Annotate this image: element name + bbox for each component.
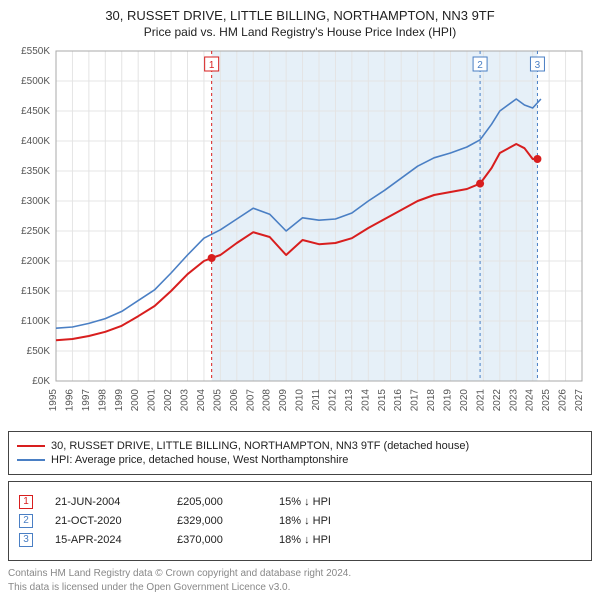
svg-text:2011: 2011	[311, 389, 322, 411]
svg-text:£250K: £250K	[21, 226, 50, 237]
sale-price: £329,000	[177, 515, 257, 527]
svg-text:2005: 2005	[212, 389, 223, 412]
svg-text:2010: 2010	[295, 389, 306, 412]
sale-marker: 2	[19, 514, 33, 528]
svg-text:2001: 2001	[147, 389, 158, 412]
sale-date: 21-OCT-2020	[55, 515, 155, 527]
svg-text:2009: 2009	[278, 389, 289, 412]
title-main: 30, RUSSET DRIVE, LITTLE BILLING, NORTHA…	[8, 8, 592, 23]
legend-row: 30, RUSSET DRIVE, LITTLE BILLING, NORTHA…	[17, 440, 583, 452]
sale-diff: 18% ↓ HPI	[279, 534, 379, 546]
svg-text:2003: 2003	[180, 389, 191, 412]
legend-label: 30, RUSSET DRIVE, LITTLE BILLING, NORTHA…	[51, 440, 469, 452]
svg-text:£550K: £550K	[21, 46, 50, 57]
legend-row: HPI: Average price, detached house, West…	[17, 454, 583, 466]
svg-text:2000: 2000	[130, 389, 141, 412]
svg-text:2016: 2016	[393, 389, 404, 412]
svg-text:£300K: £300K	[21, 196, 50, 207]
svg-text:1996: 1996	[64, 389, 75, 412]
legend-swatch	[17, 445, 45, 447]
svg-text:2020: 2020	[459, 389, 470, 412]
chart-svg: £0K £50K £100K £150K £200K £250K £300K £350K £40…	[8, 45, 592, 425]
legend: 30, RUSSET DRIVE, LITTLE BILLING, NORTHA…	[8, 431, 592, 475]
svg-text:£50K: £50K	[27, 346, 51, 357]
svg-text:2: 2	[477, 60, 483, 71]
svg-text:2002: 2002	[163, 389, 174, 412]
svg-text:2007: 2007	[245, 389, 256, 412]
sales-table: 1 21-JUN-2004 £205,000 15% ↓ HPI 2 21-OCT-202…	[8, 481, 592, 561]
sales-row: 1 21-JUN-2004 £205,000 15% ↓ HPI	[19, 495, 581, 509]
svg-text:£200K: £200K	[21, 256, 50, 267]
svg-text:2019: 2019	[443, 389, 454, 412]
titles: 30, RUSSET DRIVE, LITTLE BILLING, NORTHA…	[8, 8, 592, 39]
sales-row: 3 15-APR-2024 £370,000 18% ↓ HPI	[19, 533, 581, 547]
sale-price: £370,000	[177, 534, 257, 546]
svg-text:£450K: £450K	[21, 106, 50, 117]
legend-swatch	[17, 459, 45, 461]
svg-text:£0K: £0K	[32, 376, 50, 387]
legend-label: HPI: Average price, detached house, West…	[51, 454, 348, 466]
sale-diff: 18% ↓ HPI	[279, 515, 379, 527]
svg-text:1998: 1998	[97, 389, 108, 412]
chart-area: £0K £50K £100K £150K £200K £250K £300K £350K £40…	[8, 45, 592, 425]
svg-text:2004: 2004	[196, 389, 207, 412]
footer-line-1: Contains HM Land Registry data © Crown c…	[8, 567, 592, 581]
sale-price: £205,000	[177, 496, 257, 508]
chart-container: 30, RUSSET DRIVE, LITTLE BILLING, NORTHA…	[0, 0, 600, 602]
sale-marker: 1	[19, 495, 33, 509]
sale-date: 15-APR-2024	[55, 534, 155, 546]
svg-text:2026: 2026	[558, 389, 569, 412]
svg-text:£150K: £150K	[21, 286, 50, 297]
svg-text:2024: 2024	[525, 389, 536, 412]
svg-text:2015: 2015	[377, 389, 388, 412]
sale-marker: 3	[19, 533, 33, 547]
svg-text:1999: 1999	[114, 389, 125, 412]
svg-text:2021: 2021	[475, 389, 486, 412]
sales-row: 2 21-OCT-2020 £329,000 18% ↓ HPI	[19, 514, 581, 528]
svg-text:2012: 2012	[327, 389, 338, 412]
svg-text:1: 1	[209, 60, 215, 71]
svg-text:1995: 1995	[48, 389, 59, 412]
svg-text:£400K: £400K	[21, 136, 50, 147]
svg-text:2022: 2022	[492, 389, 503, 412]
svg-text:2017: 2017	[410, 389, 421, 412]
svg-text:2008: 2008	[262, 389, 273, 412]
svg-text:2006: 2006	[229, 389, 240, 412]
svg-text:2013: 2013	[344, 389, 355, 412]
sale-date: 21-JUN-2004	[55, 496, 155, 508]
title-sub: Price paid vs. HM Land Registry's House …	[8, 25, 592, 39]
svg-text:2023: 2023	[508, 389, 519, 412]
svg-text:2027: 2027	[574, 389, 585, 412]
svg-text:3: 3	[535, 60, 541, 71]
svg-text:2025: 2025	[541, 389, 552, 412]
sale-diff: 15% ↓ HPI	[279, 496, 379, 508]
svg-text:£100K: £100K	[21, 316, 50, 327]
svg-text:£500K: £500K	[21, 76, 50, 87]
svg-text:2014: 2014	[360, 389, 371, 412]
svg-text:2018: 2018	[426, 389, 437, 412]
footer-line-2: This data is licensed under the Open Gov…	[8, 581, 592, 595]
svg-text:£350K: £350K	[21, 166, 50, 177]
svg-text:1997: 1997	[81, 389, 92, 412]
